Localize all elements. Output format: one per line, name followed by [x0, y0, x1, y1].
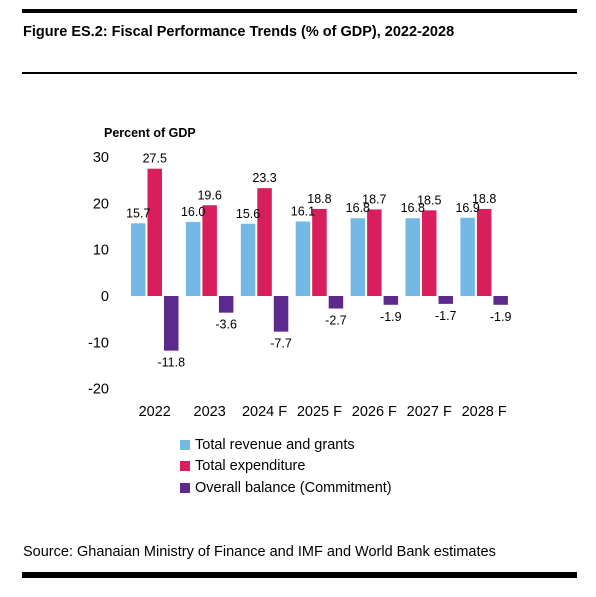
value-label: -1.7 [435, 309, 457, 323]
value-label: -2.7 [325, 314, 347, 328]
bar-0-6 [460, 217, 475, 296]
figure-title: Figure ES.2: Fiscal Performance Trends (… [23, 24, 455, 40]
bar-2-1 [218, 296, 234, 313]
y-axis-title: Percent of GDP [104, 126, 196, 140]
x-tick-label: 2023 [194, 404, 226, 420]
value-label: 15.6 [236, 207, 260, 221]
bar-2-5 [438, 296, 453, 304]
y-tick-label: -10 [88, 335, 109, 351]
bar-1-3 [312, 208, 327, 296]
top-rule [22, 9, 577, 13]
legend-item: Total revenue and grants [180, 434, 392, 456]
legend-label: Total revenue and grants [195, 436, 355, 453]
value-label: 15.7 [126, 206, 150, 220]
bar-0-5 [405, 218, 420, 296]
bar-2-0 [164, 296, 179, 351]
source-note: Source: Ghanaian Ministry of Finance and… [23, 544, 496, 560]
value-label: 23.3 [252, 171, 276, 185]
value-label: -11.8 [157, 356, 185, 370]
bar-2-2 [273, 296, 289, 332]
bar-2-4 [383, 296, 399, 305]
bar-0-3 [295, 221, 311, 296]
bar-1-6 [476, 208, 492, 296]
bar-1-1 [202, 205, 217, 296]
y-tick-label: 0 [101, 289, 109, 305]
bottom-rule [22, 572, 577, 578]
value-label: 19.6 [197, 188, 221, 202]
y-tick-label: -20 [88, 382, 109, 398]
bar-0-1 [185, 221, 201, 296]
value-label: 27.5 [143, 152, 167, 166]
value-label: 16.9 [455, 201, 479, 215]
value-label: 18.5 [417, 193, 441, 207]
legend-swatch [180, 461, 190, 472]
x-tick-label: 2022 [139, 404, 171, 420]
bar-2-6 [493, 296, 508, 305]
value-label: 18.8 [307, 192, 331, 206]
y-tick-label: 30 [93, 150, 109, 166]
value-label: 16.0 [181, 205, 205, 219]
bar-1-2 [257, 188, 272, 296]
value-label: 18.8 [472, 192, 496, 206]
legend-label: Total expenditure [195, 458, 306, 475]
legend: Total revenue and grants Total expenditur… [180, 434, 392, 499]
value-label: -1.9 [380, 310, 402, 324]
bar-0-4 [350, 218, 366, 296]
legend-label: Overall balance (Commitment) [195, 479, 392, 496]
x-tick-label: 2028 F [462, 404, 507, 420]
y-tick-label: 20 [93, 196, 109, 212]
bar-0-0 [131, 223, 146, 296]
bar-1-4 [367, 209, 382, 296]
title-rule [22, 72, 577, 74]
legend-item: Overall balance (Commitment) [180, 477, 392, 499]
value-label: -3.6 [215, 318, 237, 332]
value-label: 16.8 [401, 201, 425, 215]
legend-swatch [180, 482, 190, 493]
x-tick-label: 2027 F [407, 404, 452, 420]
legend-item: Total expenditure [180, 456, 392, 478]
x-tick-label: 2025 F [297, 404, 342, 420]
bar-0-2 [240, 223, 256, 296]
bar-1-5 [422, 210, 437, 296]
value-label: -1.9 [490, 310, 512, 324]
bar-1-0 [147, 168, 162, 296]
value-label: 16.1 [291, 204, 315, 218]
x-tick-label: 2024 F [242, 404, 287, 420]
value-label: 16.8 [346, 201, 370, 215]
y-tick-label: 10 [93, 243, 109, 259]
value-label: -7.7 [270, 337, 292, 351]
bar-2-3 [328, 296, 344, 309]
value-label: 18.7 [362, 192, 386, 206]
x-tick-label: 2026 F [352, 404, 397, 420]
legend-swatch [180, 439, 190, 450]
